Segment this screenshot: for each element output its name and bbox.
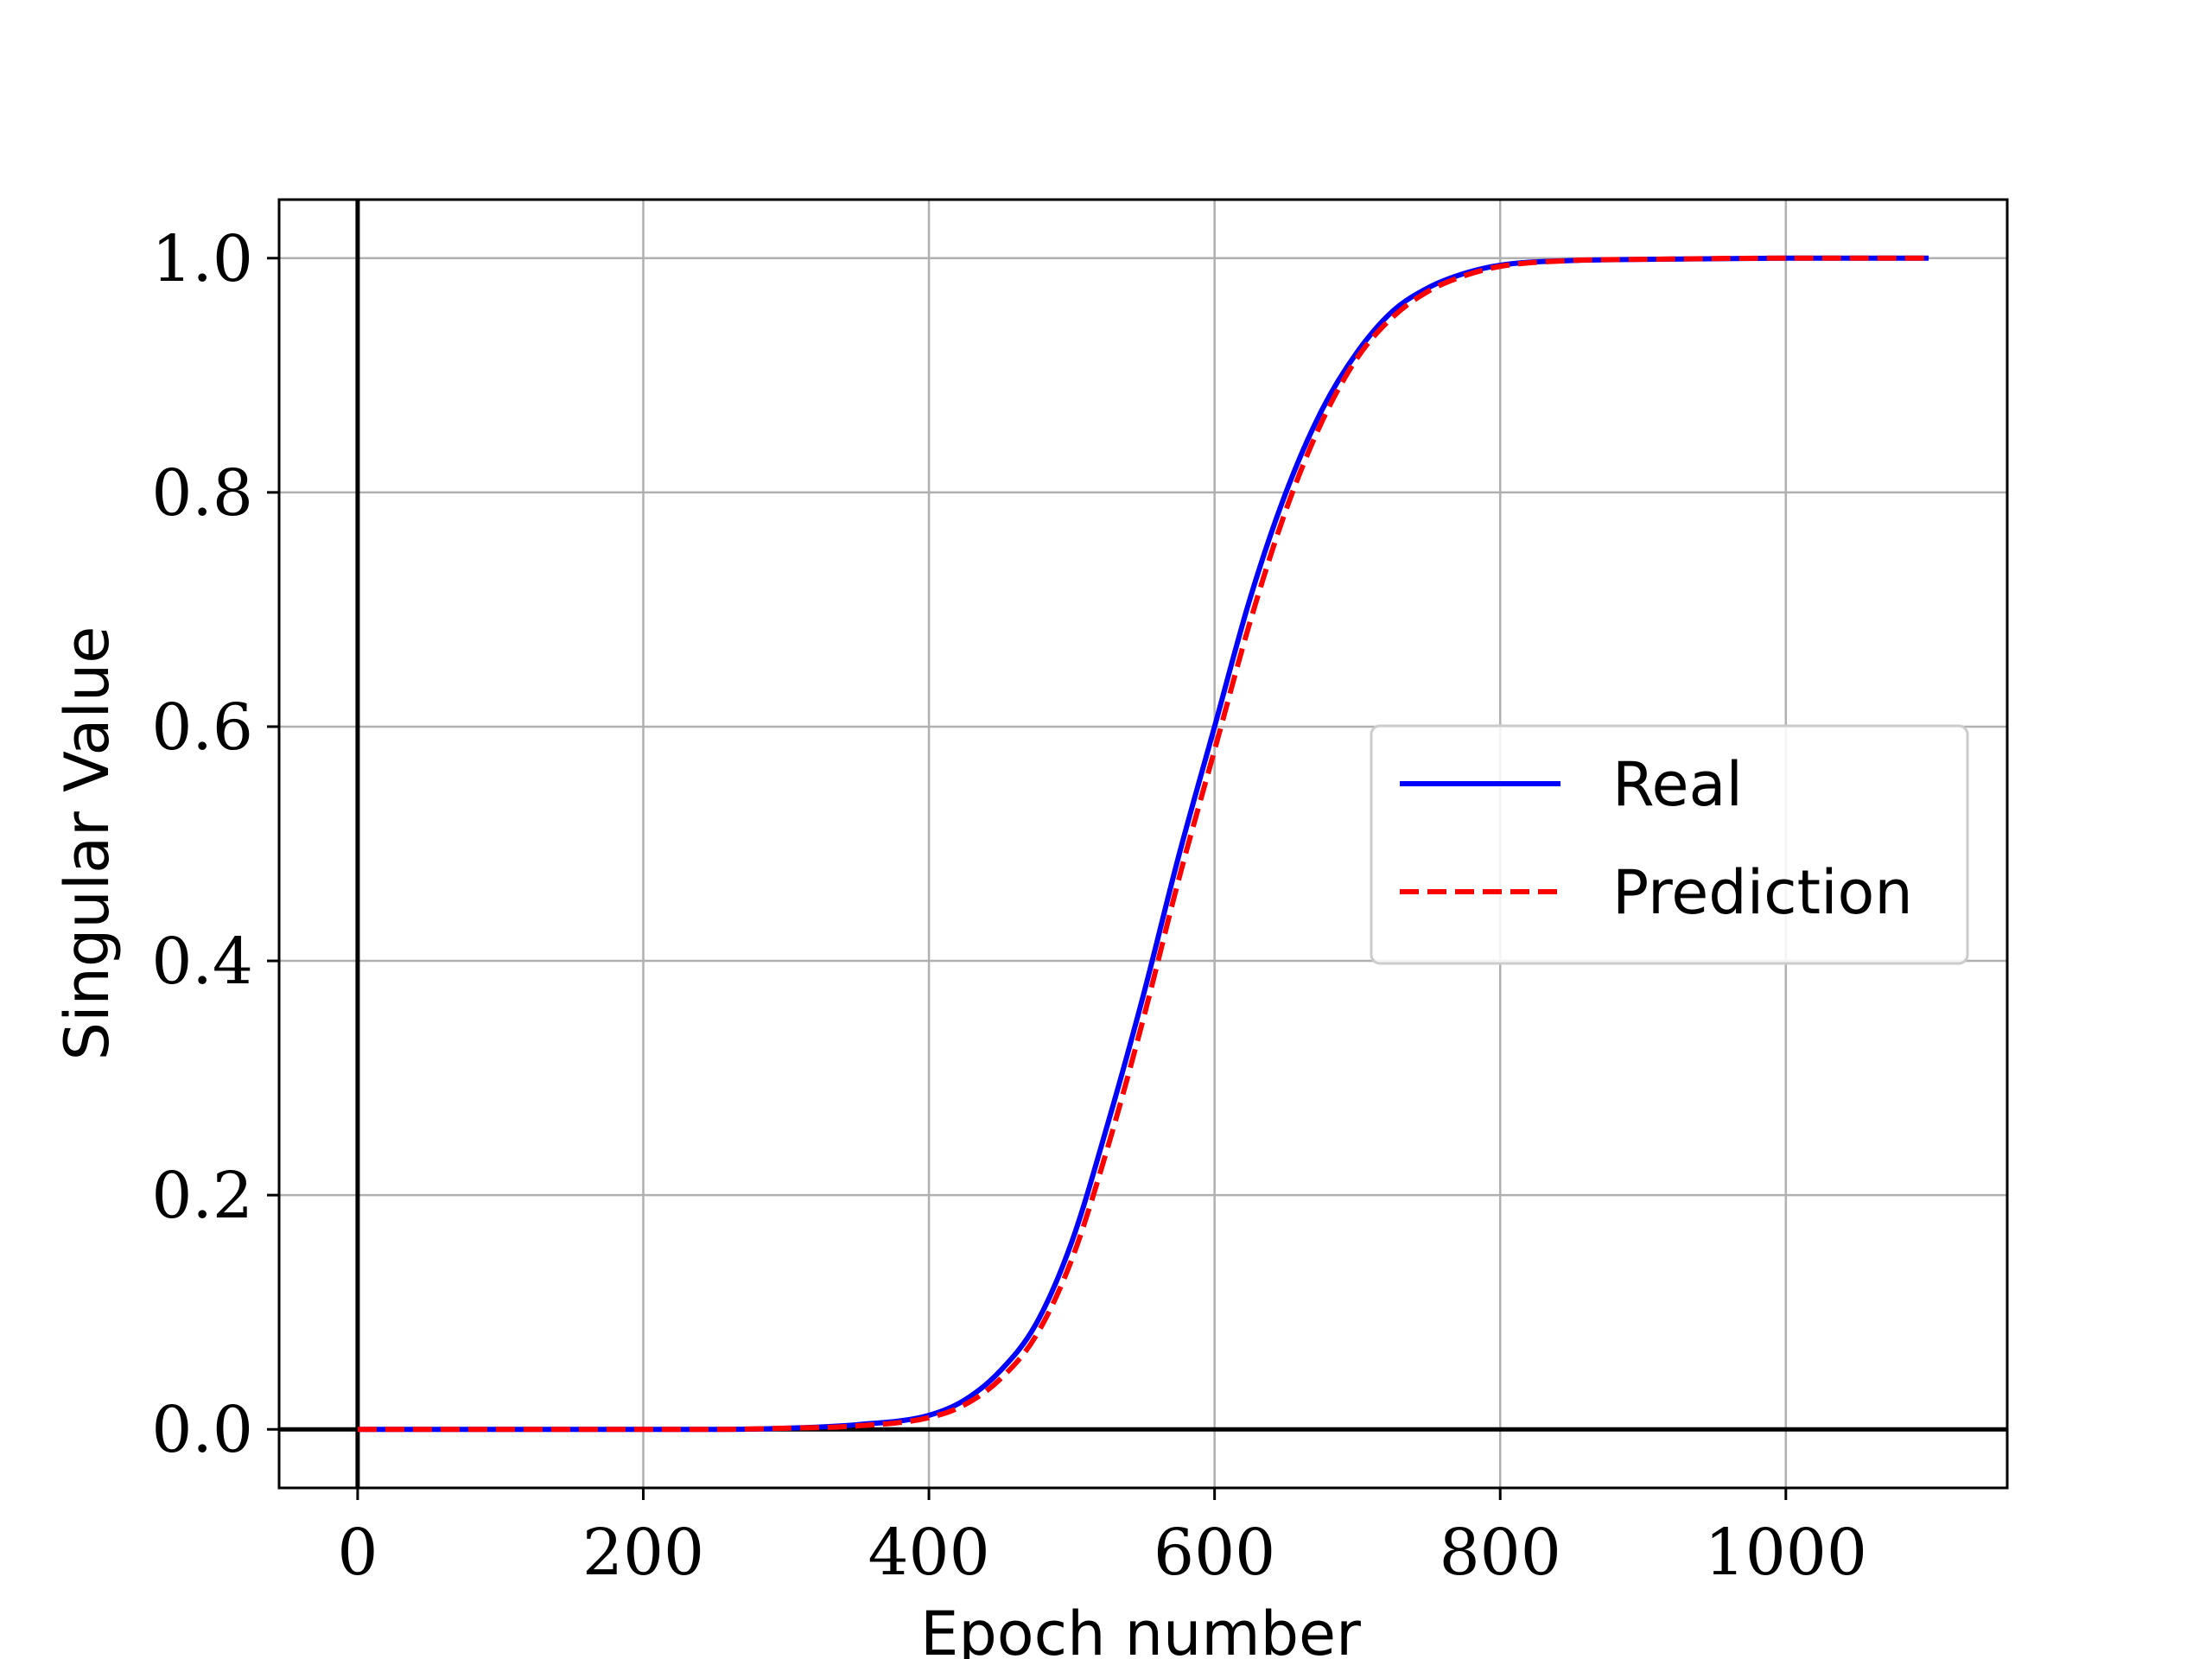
- y-tick-label: 0.2: [151, 1159, 253, 1233]
- x-tick-label: 600: [1154, 1516, 1275, 1590]
- ticks: 0 200 400 600 800 1000 0.0 0.2 0.4 0.6 0.8 1.0: [151, 222, 1867, 1590]
- plot-frame: [277, 198, 2009, 1490]
- x-tick-label: 800: [1440, 1516, 1561, 1590]
- y-tick-label: 0.8: [151, 456, 253, 531]
- series-group: [357, 255, 1929, 1433]
- x-axis-label: Epoch number: [920, 1599, 1361, 1659]
- series-line-prediction: [357, 255, 1929, 1433]
- y-tick-label: 0.4: [151, 925, 253, 999]
- y-tick-label: 0.0: [151, 1393, 253, 1467]
- legend-label-real: Real: [1612, 749, 1743, 820]
- x-tick-label: 1000: [1705, 1516, 1867, 1590]
- y-tick-label: 1.0: [151, 222, 253, 296]
- legend: Real Prediction: [1370, 724, 1969, 965]
- y-tick-label: 0.6: [151, 690, 253, 765]
- x-tick-label: 200: [582, 1516, 704, 1590]
- y-axis-label: Singular Value: [52, 626, 123, 1061]
- x-tick-label: 400: [868, 1516, 989, 1590]
- legend-label-prediction: Prediction: [1612, 857, 1913, 928]
- x-tick-label: 0: [337, 1516, 378, 1590]
